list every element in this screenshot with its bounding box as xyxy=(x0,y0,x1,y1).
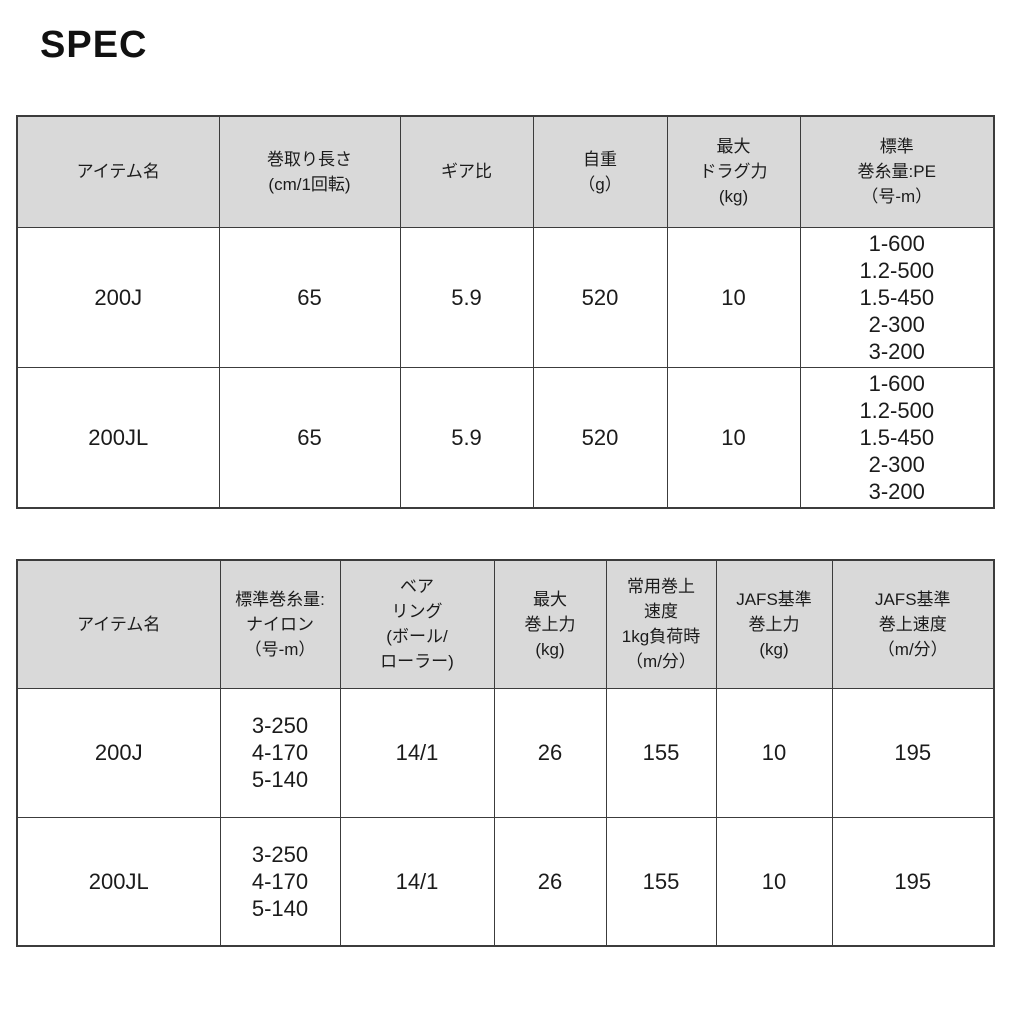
cell-nylon-line-capacity: 3-250 4-170 5-140 xyxy=(219,687,341,818)
cell-item-name: 200JL xyxy=(16,366,220,508)
cell-jafs-winding-power: 10 xyxy=(715,816,833,947)
cell-jafs-winding-speed: 195 xyxy=(831,687,995,818)
spec-upper-header-row: アイテム名 巻取り長さ (cm/1回転) ギア比 自重 （g） 最大 ドラグ力 … xyxy=(16,115,995,228)
header-item-name: アイテム名 xyxy=(16,115,220,228)
spec-lower-row-200j: 200J 3-250 4-170 5-140 14/1 26 155 10 19… xyxy=(16,687,995,818)
cell-item-name: 200J xyxy=(16,226,220,368)
header-normal-winding-speed: 常用巻上 速度 1kg負荷時 （m/分） xyxy=(605,559,717,689)
header-max-winding-power: 最大 巻上力 (kg) xyxy=(493,559,607,689)
cell-bearings: 14/1 xyxy=(339,687,495,818)
cell-retrieve-per-crank: 65 xyxy=(218,226,401,368)
header-gear-ratio: ギア比 xyxy=(399,115,534,228)
header-retrieve-per-crank: 巻取り長さ (cm/1回転) xyxy=(218,115,401,228)
cell-weight: 520 xyxy=(532,226,668,368)
header-jafs-winding-speed: JAFS基準 巻上速度 （m/分） xyxy=(831,559,995,689)
cell-jafs-winding-power: 10 xyxy=(715,687,833,818)
cell-normal-winding-speed: 155 xyxy=(605,687,717,818)
cell-gear-ratio: 5.9 xyxy=(399,366,534,508)
cell-normal-winding-speed: 155 xyxy=(605,816,717,947)
header-weight: 自重 （g） xyxy=(532,115,668,228)
cell-retrieve-per-crank: 65 xyxy=(218,366,401,508)
header-nylon-line-capacity: 標準巻糸量: ナイロン （号-m） xyxy=(219,559,341,689)
cell-pe-line-capacity: 1-600 1.2-500 1.5-450 2-300 3-200 xyxy=(799,226,995,368)
header-bearings: ベア リング (ボール/ ローラー) xyxy=(339,559,495,689)
cell-max-winding-power: 26 xyxy=(493,687,607,818)
cell-jafs-winding-speed: 195 xyxy=(831,816,995,947)
spec-table-lower: アイテム名 標準巻糸量: ナイロン （号-m） ベア リング (ボール/ ローラ… xyxy=(16,559,995,947)
spec-table-upper: アイテム名 巻取り長さ (cm/1回転) ギア比 自重 （g） 最大 ドラグ力 … xyxy=(16,115,995,509)
cell-max-drag: 10 xyxy=(666,226,801,368)
cell-bearings: 14/1 xyxy=(339,816,495,947)
cell-nylon-line-capacity: 3-250 4-170 5-140 xyxy=(219,816,341,947)
spec-lower-header-row: アイテム名 標準巻糸量: ナイロン （号-m） ベア リング (ボール/ ローラ… xyxy=(16,559,995,689)
cell-item-name: 200JL xyxy=(16,816,221,947)
cell-weight: 520 xyxy=(532,366,668,508)
header-pe-line-capacity: 標準 巻糸量:PE （号-m） xyxy=(799,115,995,228)
cell-max-drag: 10 xyxy=(666,366,801,508)
spec-lower-row-200jl: 200JL 3-250 4-170 5-140 14/1 26 155 10 1… xyxy=(16,816,995,947)
header-jafs-winding-power: JAFS基準 巻上力 (kg) xyxy=(715,559,833,689)
cell-pe-line-capacity: 1-600 1.2-500 1.5-450 2-300 3-200 xyxy=(799,366,995,508)
header-item-name: アイテム名 xyxy=(16,559,221,689)
page-title: SPEC xyxy=(40,24,148,66)
cell-gear-ratio: 5.9 xyxy=(399,226,534,368)
spec-upper-row-200jl: 200JL 65 5.9 520 10 1-600 1.2-500 1.5-45… xyxy=(16,366,995,508)
cell-item-name: 200J xyxy=(16,687,221,818)
header-max-drag: 最大 ドラグ力 (kg) xyxy=(666,115,801,228)
cell-max-winding-power: 26 xyxy=(493,816,607,947)
spec-upper-row-200j: 200J 65 5.9 520 10 1-600 1.2-500 1.5-450… xyxy=(16,226,995,368)
